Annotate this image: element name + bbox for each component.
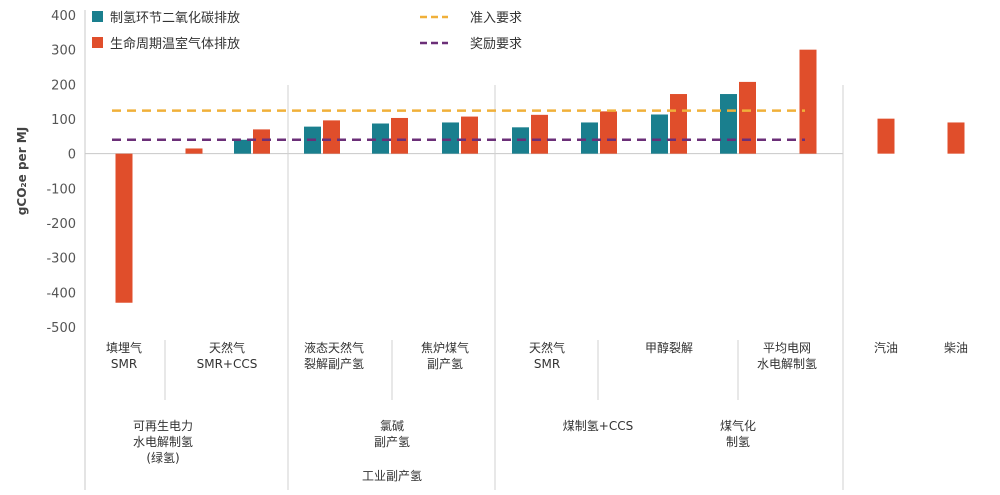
y-axis-label: gCO₂e per MJ xyxy=(15,127,29,215)
bar-production xyxy=(234,139,251,154)
group-label: 工业副产氢 xyxy=(362,468,422,483)
legend-label-reward: 奖励要求 xyxy=(470,37,522,52)
bar-lifecycle xyxy=(391,117,408,154)
category-label: SMR xyxy=(111,357,137,371)
y-tick-label: 300 xyxy=(51,44,76,59)
category-label: 焦炉煤气 xyxy=(421,340,469,355)
reference-lines-layer xyxy=(112,109,805,142)
category-labels: 填埋气SMR天然气SMR+CCS液态天然气裂解副产氢焦炉煤气副产氢天然气SMR甲… xyxy=(106,340,968,483)
category-label: 平均电网 xyxy=(763,341,811,355)
category-label: 汽油 xyxy=(874,340,898,355)
bar-production xyxy=(372,123,389,154)
category-label: SMR+CCS xyxy=(197,357,258,371)
category-sublabel: 煤制氢+CCS xyxy=(563,418,633,433)
y-tick-label: 0 xyxy=(68,148,76,163)
bar-production xyxy=(581,122,598,154)
y-tick-label: -500 xyxy=(46,321,76,336)
axes-layer: 400 300 200 100 0 -100 -200 -300 -400 -500 gCO₂e p… xyxy=(15,9,844,490)
category-sublabel: 可再生电力 xyxy=(133,419,193,433)
y-tick-label: -200 xyxy=(46,217,76,232)
category-sublabel: 制氢 xyxy=(726,434,750,449)
y-tick-label: -400 xyxy=(46,286,76,301)
bar-lifecycle xyxy=(253,129,270,154)
bars-layer xyxy=(115,49,965,303)
bar-production xyxy=(442,122,459,154)
bar-lifecycle xyxy=(670,94,687,154)
bar-lifecycle xyxy=(531,114,548,154)
category-label: 填埋气 xyxy=(106,340,142,355)
y-tick-label: 400 xyxy=(51,9,76,24)
category-label: 水电解制氢 xyxy=(757,356,817,371)
bar-lifecycle xyxy=(739,81,756,154)
bar-production xyxy=(720,94,737,154)
bar-lifecycle xyxy=(947,122,965,154)
legend-label-lifecycle: 生命周期温室气体排放 xyxy=(110,36,240,52)
bar-lifecycle xyxy=(600,111,617,154)
category-label: 甲醇裂解 xyxy=(645,340,693,355)
category-label: 天然气 xyxy=(529,340,565,355)
category-label: SMR xyxy=(534,357,560,371)
bar-lifecycle xyxy=(323,120,340,154)
bar-lifecycle xyxy=(799,49,817,154)
category-label: 液态天然气 xyxy=(304,340,364,355)
legend-label-production: 制氢环节二氧化碳排放 xyxy=(110,11,240,26)
category-sublabel: 副产氢 xyxy=(374,434,410,449)
category-label: 副产氢 xyxy=(427,356,463,371)
bar-lifecycle xyxy=(185,148,203,154)
category-sublabel: (绿氢) xyxy=(146,450,179,465)
category-sublabel: 煤气化 xyxy=(720,418,756,433)
category-label: 裂解副产氢 xyxy=(304,356,364,371)
y-tick-label: -100 xyxy=(46,182,76,197)
y-tick-label: 100 xyxy=(51,113,76,128)
legend-label-entry: 准入要求 xyxy=(470,11,522,26)
y-tick-label: -300 xyxy=(46,252,76,267)
bar-lifecycle xyxy=(461,116,478,154)
category-sublabel: 水电解制氢 xyxy=(133,434,193,449)
legend-swatch-lifecycle xyxy=(92,37,103,48)
legend-swatch-production xyxy=(92,11,103,22)
category-label: 天然气 xyxy=(209,340,245,355)
category-label: 柴油 xyxy=(944,341,968,355)
y-tick-label: 200 xyxy=(51,78,76,93)
bar-lifecycle xyxy=(877,118,895,154)
bar-production xyxy=(651,114,668,154)
category-sublabel: 氯碱 xyxy=(380,419,404,433)
bar-lifecycle xyxy=(115,153,133,303)
